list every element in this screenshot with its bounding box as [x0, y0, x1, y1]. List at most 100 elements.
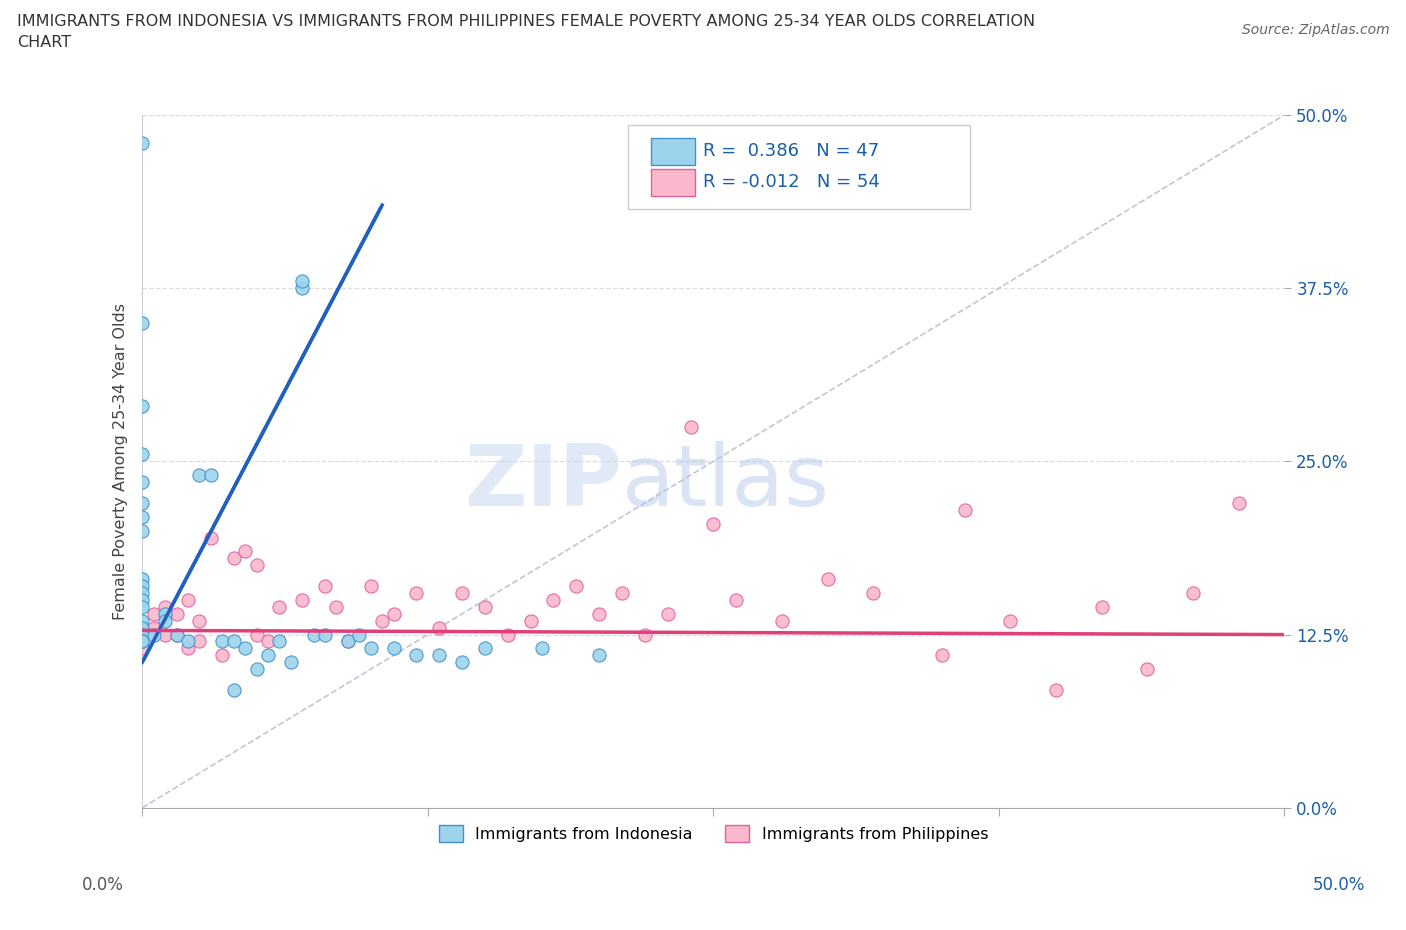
Point [1091, 600, 1114, 615]
Point [131, 613, 153, 628]
Point [634, 627, 657, 642]
Point [291, 273, 314, 288]
Point [188, 634, 211, 649]
Text: R =  0.386   N = 47: R = 0.386 N = 47 [703, 142, 879, 160]
Point [131, 634, 153, 649]
FancyBboxPatch shape [627, 126, 970, 208]
Point [177, 641, 200, 656]
Point [153, 613, 176, 628]
Point [451, 586, 474, 601]
Point [131, 627, 153, 642]
Point [427, 648, 450, 663]
Point [131, 600, 153, 615]
Point [131, 315, 153, 330]
Point [233, 641, 256, 656]
Point [269, 634, 291, 649]
Point [427, 620, 450, 635]
Text: Source: ZipAtlas.com: Source: ZipAtlas.com [1241, 23, 1389, 37]
Point [142, 620, 165, 635]
Point [131, 447, 153, 462]
Point [588, 606, 610, 621]
Point [131, 620, 153, 635]
Point [1182, 586, 1205, 601]
Point [142, 606, 165, 621]
FancyBboxPatch shape [651, 138, 695, 165]
Point [153, 627, 176, 642]
Point [257, 648, 280, 663]
Point [519, 613, 541, 628]
Point [360, 641, 382, 656]
Point [291, 281, 314, 296]
Point [131, 634, 153, 649]
Point [1045, 683, 1067, 698]
Point [1136, 662, 1159, 677]
Text: atlas: atlas [621, 441, 830, 524]
Point [153, 600, 176, 615]
Text: 0.0%: 0.0% [82, 876, 124, 895]
Point [725, 592, 748, 607]
Text: ZIP: ZIP [464, 441, 621, 524]
Point [405, 586, 427, 601]
Point [200, 468, 222, 483]
Point [817, 572, 839, 587]
Point [336, 634, 359, 649]
Point [931, 648, 953, 663]
Point [222, 551, 245, 565]
Text: IMMIGRANTS FROM INDONESIA VS IMMIGRANTS FROM PHILIPPINES FEMALE POVERTY AMONG 25: IMMIGRANTS FROM INDONESIA VS IMMIGRANTS … [17, 14, 1035, 50]
Point [131, 627, 153, 642]
Point [953, 502, 976, 517]
Point [382, 641, 405, 656]
Point [325, 600, 347, 615]
Point [131, 572, 153, 587]
Point [565, 578, 588, 593]
Point [177, 592, 200, 607]
Point [131, 510, 153, 525]
Point [314, 578, 336, 593]
Point [257, 634, 280, 649]
Point [131, 641, 153, 656]
Point [222, 683, 245, 698]
Point [166, 627, 188, 642]
Point [245, 558, 267, 573]
Point [131, 578, 153, 593]
Point [657, 606, 679, 621]
Point [474, 600, 496, 615]
Point [153, 606, 176, 621]
Point [543, 592, 565, 607]
Point [474, 641, 496, 656]
Point [405, 648, 427, 663]
Point [131, 524, 153, 538]
Y-axis label: Female Poverty Among 25-34 Year Olds: Female Poverty Among 25-34 Year Olds [114, 303, 128, 620]
Point [188, 468, 211, 483]
FancyBboxPatch shape [651, 169, 695, 196]
Point [211, 634, 233, 649]
Point [336, 634, 359, 649]
Point [200, 530, 222, 545]
Point [233, 544, 256, 559]
Point [245, 662, 267, 677]
Point [1227, 496, 1250, 511]
Point [702, 516, 724, 531]
Point [142, 627, 165, 642]
Text: R = -0.012   N = 54: R = -0.012 N = 54 [703, 173, 880, 192]
Point [862, 586, 884, 601]
Point [131, 399, 153, 414]
Point [371, 613, 394, 628]
Point [269, 600, 291, 615]
Point [131, 592, 153, 607]
Point [531, 641, 554, 656]
Point [610, 586, 633, 601]
Point [679, 419, 702, 434]
Point [291, 592, 314, 607]
Point [302, 627, 325, 642]
Point [349, 627, 371, 642]
Text: 50.0%: 50.0% [1312, 876, 1365, 895]
Point [131, 135, 153, 150]
Point [222, 634, 245, 649]
Point [211, 648, 233, 663]
Point [131, 586, 153, 601]
Point [770, 613, 793, 628]
Point [166, 606, 188, 621]
Point [382, 606, 405, 621]
Point [245, 627, 267, 642]
